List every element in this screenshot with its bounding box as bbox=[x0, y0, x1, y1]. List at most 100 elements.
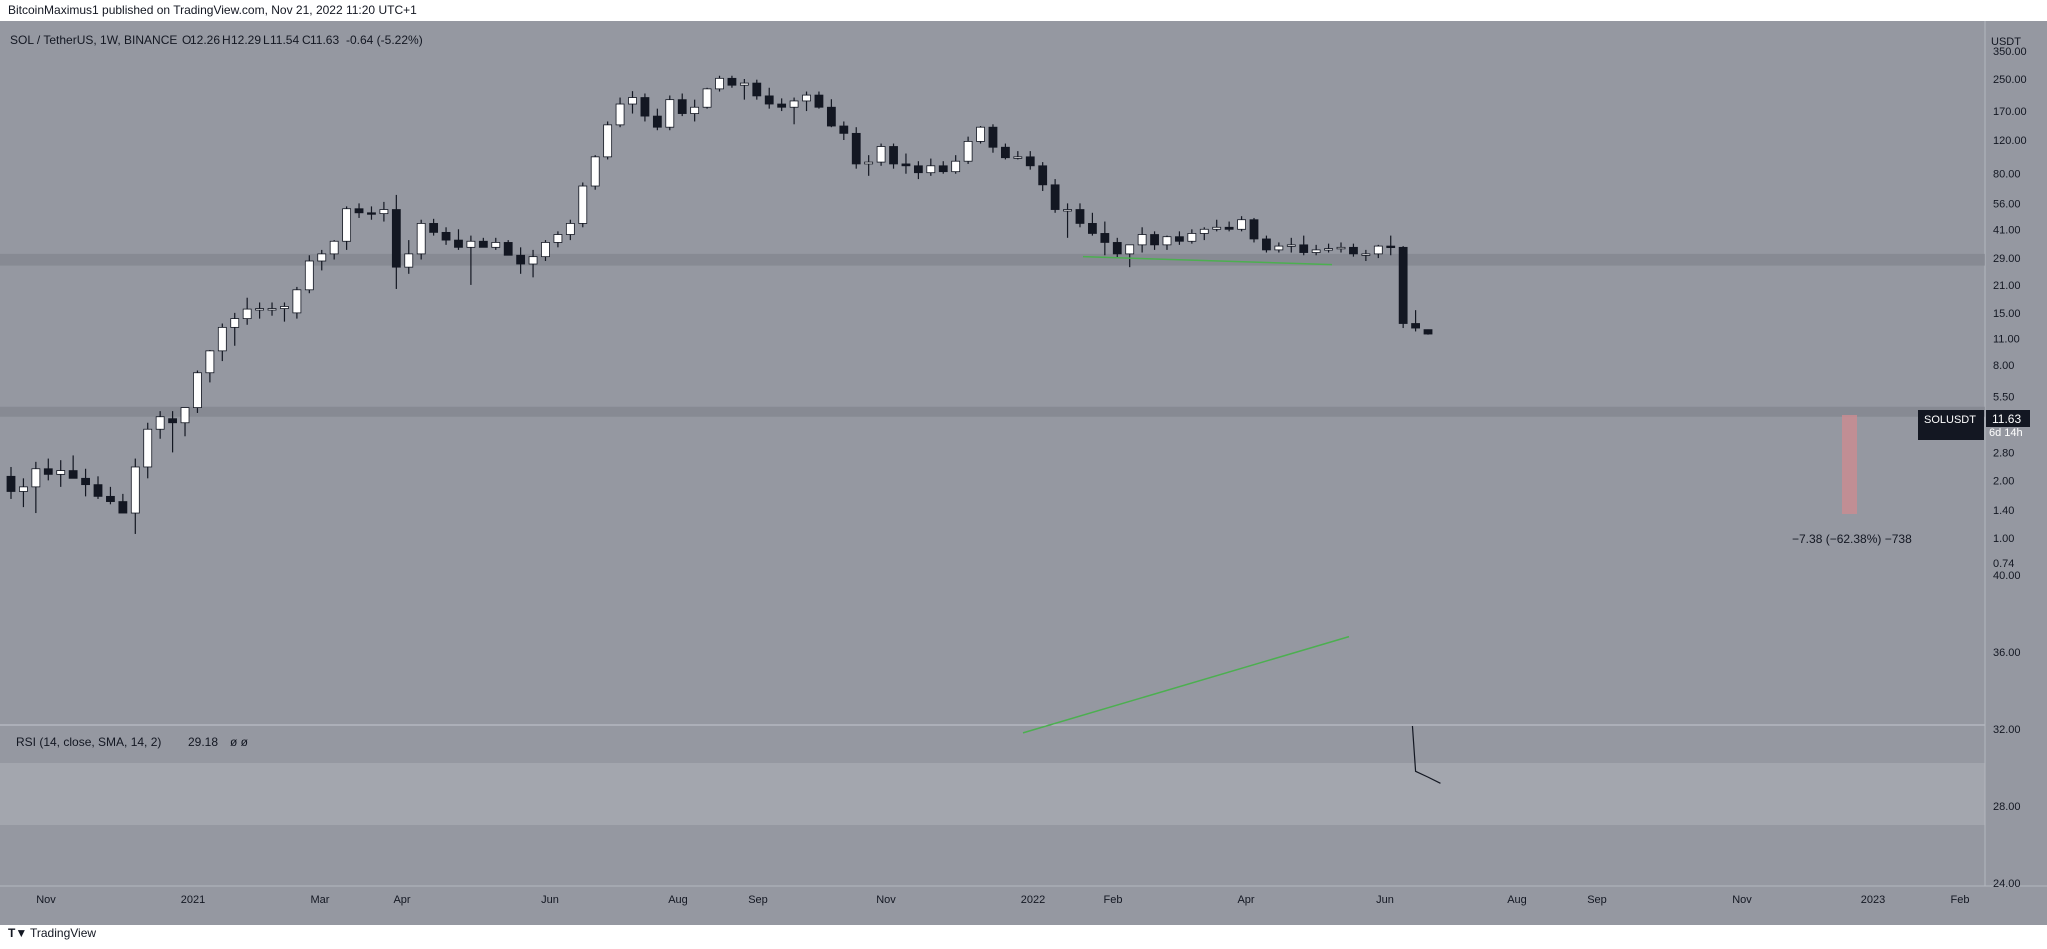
time-tick: Sep bbox=[1587, 894, 1607, 906]
candle bbox=[913, 165, 923, 174]
rsi-band bbox=[0, 763, 1985, 825]
rsi-tick: 36.00 bbox=[1993, 647, 2021, 659]
candle bbox=[1125, 244, 1135, 255]
candle bbox=[1100, 233, 1110, 243]
price-tag: SOLUSDT 6d 14h bbox=[1918, 410, 2023, 440]
candle bbox=[628, 97, 637, 105]
tradingview-logo: T▼ TradingView bbox=[8, 926, 96, 940]
candle bbox=[503, 242, 513, 256]
price-trendline bbox=[1082, 255, 1333, 266]
candle bbox=[677, 99, 687, 114]
candle bbox=[193, 372, 202, 409]
candle bbox=[702, 88, 712, 108]
time-tick: Aug bbox=[1507, 894, 1527, 906]
candle bbox=[416, 223, 426, 255]
candle bbox=[168, 418, 177, 424]
candle bbox=[1224, 226, 1234, 230]
candle bbox=[963, 141, 973, 162]
candle bbox=[1001, 146, 1010, 159]
candle bbox=[590, 156, 600, 187]
candle bbox=[1137, 234, 1147, 246]
ohlc-h-value: 12.29 bbox=[231, 33, 261, 47]
rsi-legend-value: 29.18 bbox=[188, 735, 218, 749]
ohlc-l-label: L bbox=[263, 33, 270, 47]
candle bbox=[802, 94, 811, 102]
candle bbox=[478, 240, 488, 248]
ohlc-o-label: O bbox=[182, 33, 191, 47]
candle bbox=[1063, 209, 1072, 212]
candle bbox=[926, 165, 936, 174]
time-tick: Nov bbox=[36, 894, 56, 906]
candle bbox=[1187, 233, 1197, 242]
candle bbox=[1311, 249, 1321, 253]
time-tick: Nov bbox=[1732, 894, 1752, 906]
symbol-legend: SOL / TetherUS, 1W, BINANCE O 12.26 H 12… bbox=[10, 33, 423, 47]
price-tag-value-bg bbox=[1986, 410, 2030, 427]
candle bbox=[292, 289, 302, 314]
candle bbox=[1361, 253, 1371, 256]
candle bbox=[68, 470, 78, 479]
candle bbox=[640, 97, 650, 117]
ohlc-c-label: C bbox=[302, 33, 311, 47]
rsi-tick: 40.00 bbox=[1993, 570, 2021, 582]
time-tick: Apr bbox=[1237, 894, 1254, 906]
price-tag-symbol: SOLUSDT bbox=[1924, 414, 1976, 426]
candle bbox=[1249, 219, 1259, 240]
support-zone bbox=[0, 253, 1985, 266]
candle bbox=[342, 208, 352, 242]
candle bbox=[230, 318, 240, 328]
tradingview-brand: TradingView bbox=[30, 926, 96, 940]
candle bbox=[814, 94, 824, 108]
price-tick: 250.00 bbox=[1993, 74, 2027, 86]
time-tick: Nov bbox=[876, 894, 896, 906]
candle bbox=[516, 254, 526, 265]
candle bbox=[367, 212, 376, 215]
time-tick: Aug bbox=[668, 894, 688, 906]
candle bbox=[1386, 245, 1396, 248]
time-tick: Jun bbox=[1376, 894, 1394, 906]
candle bbox=[1013, 156, 1023, 159]
price-tick: 350.00 bbox=[1993, 46, 2027, 58]
candle bbox=[789, 100, 799, 108]
ohlc-o-value: 12.26 bbox=[190, 33, 220, 47]
candle bbox=[839, 125, 849, 134]
candle bbox=[739, 82, 749, 86]
candle bbox=[106, 495, 115, 502]
candle bbox=[267, 308, 277, 311]
candle bbox=[1274, 245, 1284, 251]
candle bbox=[553, 234, 563, 243]
tradingview-mark-icon: T▼ bbox=[8, 926, 27, 940]
candle bbox=[1349, 246, 1358, 255]
candle bbox=[1262, 238, 1271, 251]
symbol-line: SOL / TetherUS, 1W, BINANCE bbox=[10, 33, 177, 47]
time-tick: Jun bbox=[541, 894, 559, 906]
candle bbox=[454, 239, 463, 248]
candle bbox=[1336, 246, 1346, 250]
candle bbox=[1038, 165, 1048, 186]
candle bbox=[242, 308, 252, 320]
candle bbox=[81, 477, 90, 486]
candle bbox=[541, 242, 550, 258]
candle bbox=[56, 470, 66, 475]
candle bbox=[31, 468, 41, 488]
candle bbox=[118, 501, 128, 514]
time-tick: Feb bbox=[1951, 894, 1970, 906]
candle bbox=[777, 103, 787, 108]
rsi-tick: 24.00 bbox=[1993, 878, 2021, 890]
price-tick: 8.00 bbox=[1993, 360, 2014, 372]
candle bbox=[19, 486, 28, 492]
candle bbox=[180, 407, 190, 424]
candle bbox=[317, 253, 327, 262]
candle bbox=[466, 240, 476, 248]
candle bbox=[1398, 246, 1408, 324]
candle bbox=[217, 326, 227, 352]
price-tick: 120.00 bbox=[1993, 135, 2027, 147]
candle bbox=[43, 468, 53, 475]
candle bbox=[938, 165, 948, 173]
ohlc-l-value: 11.54 bbox=[270, 33, 299, 47]
candle bbox=[615, 103, 625, 126]
candle bbox=[1088, 223, 1097, 234]
candle bbox=[1237, 219, 1246, 230]
candle bbox=[727, 77, 737, 86]
ohlc-h-label: H bbox=[222, 33, 231, 47]
